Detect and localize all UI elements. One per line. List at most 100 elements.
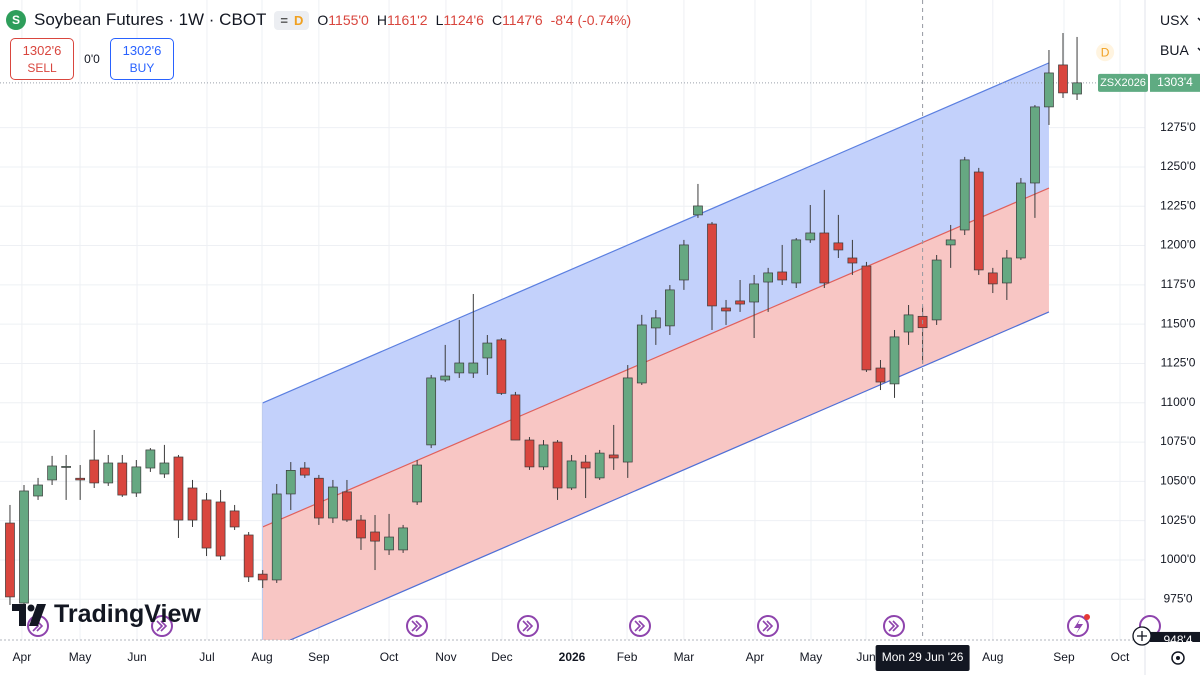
currency: USX [1160,12,1189,28]
candle-body [903,314,914,333]
axis-footer [1146,642,1200,675]
candle-body [861,265,872,371]
candle-body [538,444,549,468]
candle-body [791,239,802,284]
candle-body [47,465,57,481]
x-tick-label: Oct [380,650,399,664]
candle-body [159,462,170,475]
candle-body [805,232,816,241]
event-icon-dot [1084,614,1090,620]
menu-icon: = [280,12,288,28]
candle-body [468,362,479,374]
y-tick-label: 1100'0 [1161,395,1196,409]
candle-body [693,205,703,216]
y-tick-label: 1075'0 [1160,434,1196,448]
symbol-label: ZSX2026 [1100,77,1146,89]
event-icon-bolt [1074,619,1083,634]
x-tick-label: Aug [251,650,272,664]
add-button-plus [1137,631,1147,641]
price-axis-bg [1145,0,1200,675]
candle-body [271,493,282,581]
ohlc-key: H [376,12,387,28]
candle-body [19,490,29,604]
buy-price: 1302'6 [122,43,162,58]
candle-body [243,534,254,578]
candle-body [1001,257,1012,284]
logo-mark [12,603,46,626]
candle-body [1016,182,1026,259]
plot-area: D [0,33,1145,640]
candle-body [384,536,394,551]
candle-body [973,171,984,271]
logo-text: TradingView [54,600,201,628]
event-icon-arrow [762,620,774,632]
candle-body [356,519,366,539]
candle-body [735,300,745,305]
brand-logo[interactable]: TradingView [12,600,201,629]
symbol-title[interactable]: Soybean Futures · 1W · CBOT [34,10,267,29]
candle-body [763,272,774,283]
candle-body [749,283,759,303]
ohlc-high: H1161'2 [377,12,428,28]
candle-body [1072,82,1082,95]
x-tick-label: 2026 [559,650,586,664]
x-tick-label: Apr [13,650,32,664]
currency-selector[interactable]: USX [1160,12,1200,28]
ohlc-value: 1155'0 [328,12,369,28]
candle-body [524,439,535,468]
candle-body [145,449,156,469]
candle-body [777,271,788,281]
candle-body [608,454,619,459]
candle-body [1030,106,1040,184]
candle-body [314,477,324,519]
candle-body [370,531,380,542]
candle-body [454,362,465,374]
y-tick-label: 1050'0 [1160,474,1196,488]
candle-body [328,486,338,519]
interval-badge[interactable]: = D [274,10,310,30]
channel-middle-line [262,187,1050,528]
chevron [1197,47,1200,52]
candle-body [833,242,844,251]
candle-body [257,573,268,581]
unit-selector[interactable]: BUA [1160,42,1200,58]
candle-body [622,377,633,463]
y-tick-label: 1150'0 [1161,316,1196,330]
candle-body [426,377,437,446]
x-tick-label: Sep [308,650,330,664]
badge-letter: D [294,12,304,28]
candle-body [61,466,71,468]
x-tick-label: Oct [1111,650,1130,664]
candle-body [959,159,970,231]
symbol-icon: S [6,10,26,30]
candle-body [945,239,956,246]
candle-body [636,324,647,384]
ohlc-close: C1147'6 [492,12,543,28]
y-tick-label: 1125'0 [1161,356,1196,370]
x-tick-label: Feb [617,650,638,664]
candle-body [398,527,408,551]
candle-body [496,339,507,394]
ohlc-key: L [435,12,444,28]
candle-body [173,456,184,521]
candle-body [510,394,521,441]
ohlc-key: C [491,12,503,28]
x-tick-label: Aug [982,650,1003,664]
y-tick-label: 1000'0 [1160,552,1196,566]
y-tick-label: 1175'0 [1161,277,1196,291]
spread: 0'0 [84,52,100,66]
candle-body [665,289,675,327]
ohlc-change: -8'4 (-0.74%) [550,12,632,28]
candle-body [482,342,493,359]
candle-body [5,522,15,598]
buy-button[interactable]: 1302'6 BUY [110,38,174,80]
event-icon-arrow [411,620,423,632]
ohlc-value: 1161'2 [386,12,428,28]
sell-button[interactable]: 1302'6 SELL [10,38,74,80]
settings-button-hub [1176,656,1180,660]
buy-label: BUY [129,61,155,75]
candle-body [931,259,942,321]
ohlc-low: L1124'6 [436,12,484,28]
candle-body [215,501,226,557]
